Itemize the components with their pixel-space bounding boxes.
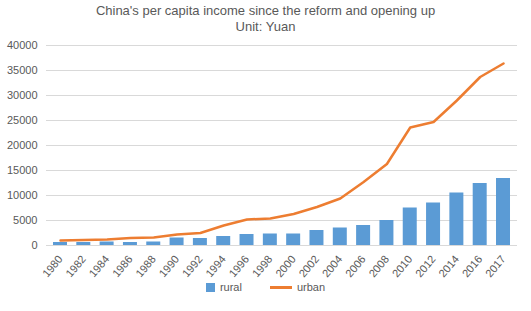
svg-text:1982: 1982 [63,253,88,279]
svg-text:20000: 20000 [7,139,38,151]
svg-text:2006: 2006 [343,253,368,279]
svg-text:1984: 1984 [86,253,111,279]
svg-text:2016: 2016 [459,253,484,279]
svg-text:1998: 1998 [250,253,275,279]
svg-text:30000: 30000 [7,89,38,101]
svg-text:1994: 1994 [203,253,228,279]
svg-text:1986: 1986 [110,253,135,279]
svg-text:40000: 40000 [7,39,38,51]
svg-text:0: 0 [31,239,37,251]
svg-text:2002: 2002 [296,253,321,279]
svg-text:1992: 1992 [180,253,205,279]
svg-text:2000: 2000 [273,253,298,279]
svg-text:5000: 5000 [13,214,37,226]
svg-text:1988: 1988 [133,253,158,279]
svg-text:1990: 1990 [156,253,181,279]
svg-text:2012: 2012 [413,253,438,279]
svg-text:2004: 2004 [320,253,345,279]
html-text:rural: rural [219,281,242,293]
html-text:urban: urban [296,281,326,293]
svg-text:35000: 35000 [7,64,38,76]
svg-text:25000: 25000 [7,114,38,126]
html-text:Unit: Yuan: Unit: Yuan [235,19,296,34]
html-text:China's per capita income sinc: China's per capita income since the refo… [95,3,436,18]
svg-text:1996: 1996 [226,253,251,279]
svg-text:2008: 2008 [366,253,391,279]
svg-text:10000: 10000 [7,189,38,201]
svg-text:2010: 2010 [390,253,415,279]
svg-text:2017: 2017 [483,253,508,279]
svg-text:15000: 15000 [7,164,38,176]
svg-text:2014: 2014 [436,253,461,279]
svg-text:1980: 1980 [40,253,65,279]
